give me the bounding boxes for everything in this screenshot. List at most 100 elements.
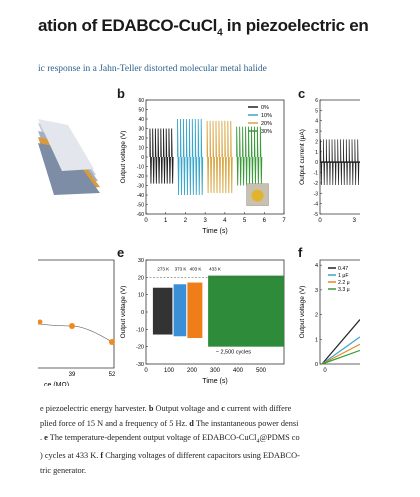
x-tick-label: 200 <box>187 368 198 374</box>
y-tick-label: -10 <box>136 327 144 333</box>
y-axis-label: Output voltage (V) <box>120 131 127 184</box>
plot-frame <box>319 99 360 215</box>
title-subscript: 4 <box>217 27 223 39</box>
inset-photo-sample <box>251 189 264 202</box>
x-tick-label: 7 <box>282 218 286 224</box>
y-tick-label: 1 <box>315 150 318 156</box>
caption-line-4: ) cycles at 433 K. f Charging voltages o… <box>40 451 300 461</box>
panel-label-c: c <box>298 86 306 101</box>
caption-line-3: . e The temperature-dependent output vol… <box>40 433 300 445</box>
data-point <box>109 339 115 345</box>
y-tick-label: 20 <box>138 136 144 142</box>
y-tick-label: 0 <box>141 155 144 161</box>
legend-label: 10% <box>261 113 272 119</box>
x-tick-label: 5 <box>243 218 247 224</box>
figure-subtitle: ic response in a Jahn-Teller distorted m… <box>38 64 267 74</box>
y-tick-label: 6 <box>315 98 318 104</box>
legend-label: 20% <box>261 121 272 127</box>
chart-f: 0 1 2 3 4 0 Output voltage (V) 0.471 μF2.2 μ3.3… <box>299 259 360 374</box>
title-part-1: ation of EDABCO-CuCl <box>38 16 218 35</box>
voltage-segment-0 <box>152 287 173 335</box>
series-line-30pct <box>236 126 263 186</box>
chart-b: -60 -50 -40 -30 -20 -10 0 10 20 30 40 50 60 0 1 2 3 4 5 6 7 T… <box>120 98 286 235</box>
x-tick-label: 39 <box>69 372 76 378</box>
x-tick-label: 0 <box>323 368 327 374</box>
y-tick-label: -30 <box>137 184 144 190</box>
y-tick-label: 20 <box>138 275 144 281</box>
y-tick-label: 0 <box>315 160 318 166</box>
x-tick-label: 0 <box>144 218 148 224</box>
y-tick-label: 30 <box>138 127 144 133</box>
y-tick-label: 4 <box>315 263 318 269</box>
voltage-segment-3 <box>208 275 284 347</box>
panel-a-device-illustration <box>38 119 100 195</box>
y-tick-label: 2 <box>315 313 318 319</box>
y-tick-label: -1 <box>314 171 319 177</box>
y-tick-label: 4 <box>315 119 318 125</box>
x-tick-label: 300 <box>210 368 221 374</box>
x-axis-label: Time (s) <box>202 378 227 385</box>
caption-line-1: e piezoelectric energy harvester. b Outp… <box>40 404 292 413</box>
panel-label-f: f <box>298 245 303 260</box>
x-tick-label: 100 <box>164 368 175 374</box>
cycles-annotation: ~ 2,500 cycles <box>216 350 252 356</box>
y-tick-label: 1 <box>315 337 318 343</box>
y-tick-label: -20 <box>137 174 144 180</box>
y-tick-label: -20 <box>136 345 144 351</box>
x-tick-label: 3 <box>203 218 207 224</box>
y-tick-label: 10 <box>138 293 144 299</box>
y-tick-label: -50 <box>137 203 144 209</box>
legend-label: 30% <box>261 129 272 135</box>
panel-label-b: b <box>117 86 125 101</box>
segment-label: 373 K <box>175 266 187 271</box>
y-axis-label: Output voltage (V) <box>299 286 306 339</box>
chart-c: -5 -4 -3 -2 -1 0 1 2 3 4 5 6 0 3 Output current (μA) <box>299 98 360 224</box>
x-tick-label: 2 <box>184 218 188 224</box>
segment-label: 273 K <box>157 266 169 271</box>
y-tick-label: -40 <box>137 193 144 199</box>
legend-label: 3.3 μ <box>338 287 350 293</box>
y-tick-label: -5 <box>314 212 319 218</box>
series-line-20pct <box>206 120 233 194</box>
y-tick-label: 10 <box>138 146 144 152</box>
trend-line <box>38 323 113 343</box>
voltage-segment-1 <box>173 284 187 337</box>
y-tick-label: 2 <box>315 139 318 145</box>
data-point <box>69 323 75 329</box>
figure-caption: e piezoelectric energy harvester. b Outp… <box>40 402 412 478</box>
legend-label: 2.2 μ <box>338 280 350 286</box>
x-tick-label: 52 <box>109 372 116 378</box>
title-part-2: in piezoelectric en <box>222 16 369 35</box>
legend-label: 0% <box>261 105 269 111</box>
y-axis-label: Output current (μA) <box>299 129 306 185</box>
y-tick-label: 40 <box>138 117 144 123</box>
x-tick-label: 3 <box>353 218 357 224</box>
y-tick-label: -60 <box>137 212 144 218</box>
voltage-segment-2 <box>187 282 203 338</box>
x-tick-label: 6 <box>263 218 267 224</box>
charging-curve-0 <box>321 319 360 365</box>
legend-label: 0.47 <box>338 266 348 272</box>
series-line-10pct <box>177 118 204 196</box>
x-tick-label: 400 <box>233 368 244 374</box>
x-tick-label: 0 <box>318 218 322 224</box>
x-axis-label: Time (s) <box>202 228 227 235</box>
y-tick-label: 5 <box>315 108 318 114</box>
segment-label: 433 K <box>209 266 221 271</box>
charging-curve-2 <box>321 343 360 365</box>
series-line-0pct <box>149 128 174 184</box>
x-tick-label: 500 <box>256 368 267 374</box>
y-tick-label: -3 <box>314 191 319 197</box>
x-tick-label: 0 <box>144 368 148 374</box>
plot-frame <box>38 259 115 369</box>
y-tick-label: 60 <box>138 98 144 104</box>
figure-title: ation of EDABCO-CuCl4 in piezoelectric e… <box>38 16 369 39</box>
caption-line-5: tric generator. <box>40 465 87 475</box>
y-tick-label: -10 <box>137 165 144 171</box>
legend-label: 1 μF <box>338 273 348 279</box>
y-tick-label: -2 <box>314 181 319 187</box>
x-axis-label: ce (MΩ) <box>44 382 69 386</box>
plot-frame <box>319 259 360 365</box>
segment-label: 403 K <box>190 266 202 271</box>
